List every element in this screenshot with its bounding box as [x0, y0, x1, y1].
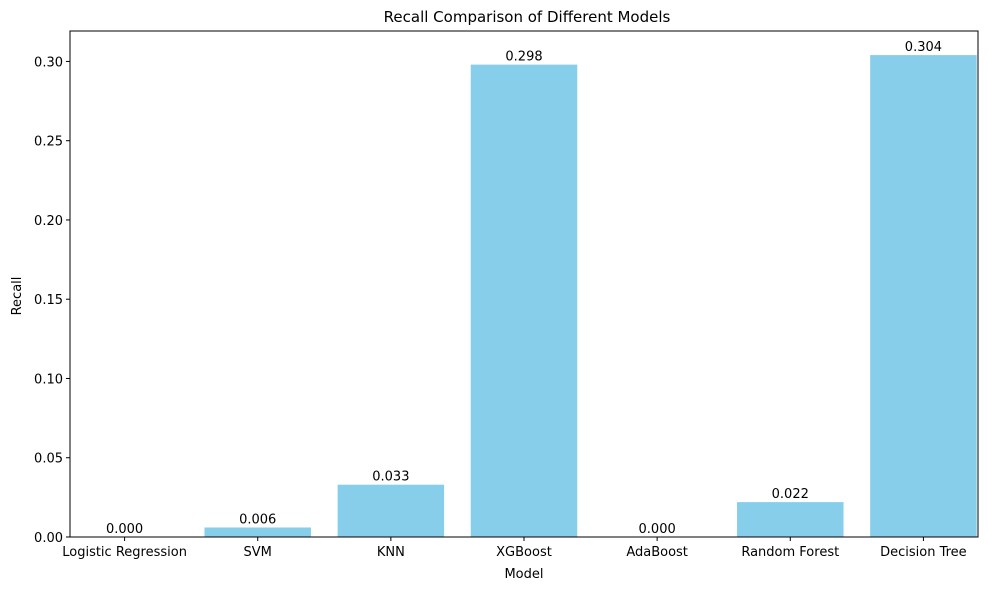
- data-label-5: 0.022: [772, 487, 809, 502]
- y-axis-label: Recall: [10, 277, 25, 316]
- bar-5: [737, 502, 844, 537]
- data-label-2: 0.033: [372, 470, 409, 485]
- x-tick-label-4: AdaBoost: [626, 545, 688, 560]
- data-label-0: 0.000: [106, 522, 143, 537]
- chart-title: Recall Comparison of Different Models: [384, 8, 671, 26]
- x-axis: Logistic Regression SVM KNN XGBoost AdaBoost…: [62, 537, 967, 560]
- plot-frame: [69, 30, 979, 538]
- y-axis: 0.00 0.05 0.10 0.15 0.20 0.25 0.30: [34, 55, 70, 546]
- x-tick-label-2: KNN: [377, 545, 405, 560]
- x-tick-label-5: Random Forest: [741, 545, 839, 560]
- bar-1: [204, 527, 311, 537]
- y-tick-label-0: 0.00: [34, 531, 63, 546]
- y-tick-label-5: 0.25: [34, 135, 63, 150]
- data-label-4: 0.000: [639, 522, 676, 537]
- x-tick-label-0: Logistic Regression: [62, 545, 187, 560]
- y-tick-label-4: 0.20: [34, 214, 63, 229]
- data-label-3: 0.298: [505, 50, 542, 65]
- y-tick-label-1: 0.05: [34, 452, 63, 467]
- y-tick-label-2: 0.10: [34, 372, 63, 387]
- x-axis-label: Model: [504, 567, 543, 582]
- bars-group: [204, 55, 977, 538]
- y-tick-label-6: 0.30: [34, 55, 63, 70]
- bar-3: [470, 64, 578, 538]
- bar-6: [870, 55, 977, 537]
- data-label-1: 0.006: [239, 512, 276, 527]
- x-tick-label-1: SVM: [244, 545, 272, 560]
- data-labels-group: 0.000 0.006 0.033 0.298 0.000 0.022 0.304: [106, 40, 942, 537]
- x-tick-label-3: XGBoost: [496, 545, 552, 560]
- bar-2: [337, 484, 445, 537]
- y-tick-label-3: 0.15: [34, 293, 63, 308]
- x-tick-label-6: Decision Tree: [880, 545, 967, 560]
- data-label-6: 0.304: [905, 40, 942, 55]
